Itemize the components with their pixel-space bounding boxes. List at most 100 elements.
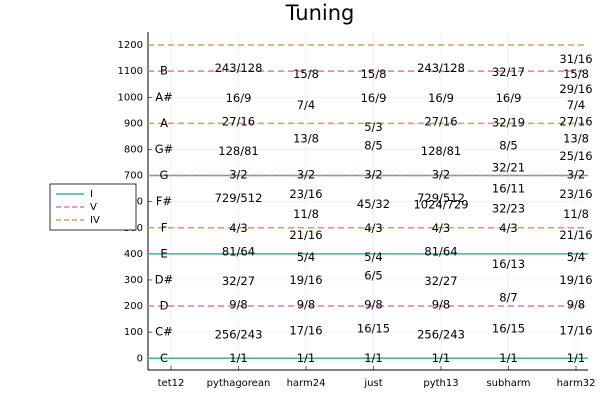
ratio-label: 16/9 <box>428 91 454 105</box>
ratio-label: 27/16 <box>424 114 457 128</box>
ratio-label: F <box>161 220 168 234</box>
ratio-label: 15/8 <box>563 67 589 81</box>
legend-label: V <box>90 202 97 213</box>
ratio-label: 81/64 <box>424 244 457 258</box>
ratio-label: 128/81 <box>218 144 258 158</box>
ratio-label: 32/27 <box>222 274 255 288</box>
ratio-label: 7/4 <box>567 98 586 112</box>
ratio-label: 32/21 <box>492 160 525 174</box>
y-tick-label: 100 <box>124 327 143 338</box>
ratio-label: 16/13 <box>492 257 525 271</box>
ratio-label: 32/23 <box>492 202 525 216</box>
ratio-label: 32/19 <box>492 115 525 129</box>
ratio-label: 3/2 <box>567 168 586 182</box>
x-tick-label: harm32 <box>557 378 596 389</box>
ratio-label: 9/8 <box>432 298 451 312</box>
ratio-label: 3/2 <box>229 168 248 182</box>
ratio-label: 29/16 <box>559 82 592 96</box>
ratio-label: D# <box>155 272 174 286</box>
ratio-label: 7/4 <box>297 98 316 112</box>
ratio-label: 1/1 <box>297 351 316 365</box>
ratio-label: 15/8 <box>361 67 387 81</box>
ratio-label: 9/8 <box>567 298 586 312</box>
ratio-label: 27/16 <box>559 114 592 128</box>
y-tick-label: 200 <box>124 301 143 312</box>
ratio-label: 5/4 <box>364 250 383 264</box>
ratio-label: 15/8 <box>293 67 319 81</box>
ratio-label: 1/1 <box>229 351 248 365</box>
ratio-label: 17/16 <box>289 323 322 337</box>
y-tick-label: 1000 <box>118 92 143 103</box>
ratio-label: 19/16 <box>559 273 592 287</box>
ratio-label: 1/1 <box>499 351 518 365</box>
legend-label: IV <box>90 215 100 226</box>
ratio-label: 81/64 <box>222 244 255 258</box>
ratio-label: 21/16 <box>559 228 592 242</box>
ratio-label: 45/32 <box>357 197 390 211</box>
ratio-label: 23/16 <box>559 187 592 201</box>
ratio-label: 9/8 <box>364 298 383 312</box>
ratio-label: 11/8 <box>293 207 319 221</box>
ratio-label: E <box>160 246 167 260</box>
ratio-label: 8/7 <box>499 290 518 304</box>
ratio-label: 1/1 <box>364 351 383 365</box>
ratio-label: 19/16 <box>289 273 322 287</box>
ratio-label: 16/11 <box>492 181 525 195</box>
x-tick-label: subharm <box>486 378 530 389</box>
ratio-label: C <box>160 351 168 365</box>
ratio-label: 243/128 <box>417 61 465 75</box>
x-tick-label: tet12 <box>158 378 185 389</box>
y-tick-label: 300 <box>124 275 143 286</box>
ratio-label: 17/16 <box>559 323 592 337</box>
ratio-label: 4/3 <box>364 221 383 235</box>
ratio-label: 9/8 <box>229 298 248 312</box>
y-tick-label: 0 <box>137 353 143 364</box>
ratio-label: C# <box>155 325 173 339</box>
y-tick-label: 800 <box>124 144 143 155</box>
y-tick-label: 1100 <box>118 66 143 77</box>
ratio-label: 3/2 <box>432 168 451 182</box>
ratio-label: F# <box>156 194 172 208</box>
ratio-label: 23/16 <box>289 187 322 201</box>
x-tick-label: harm24 <box>287 378 326 389</box>
x-tick-label: pythagorean <box>207 378 271 389</box>
y-tick-label: 700 <box>124 171 143 182</box>
ratio-label: 13/8 <box>563 131 589 145</box>
ratio-label: 16/15 <box>357 322 390 336</box>
ratio-label: 16/9 <box>496 91 522 105</box>
ratio-label: G <box>160 168 169 182</box>
ratio-label: 31/16 <box>559 52 592 66</box>
ratio-label: 13/8 <box>293 131 319 145</box>
ratio-label: 256/243 <box>215 327 263 341</box>
ratio-label: D <box>160 299 169 313</box>
ratio-label: 27/16 <box>222 114 255 128</box>
ratio-label: 16/9 <box>226 91 252 105</box>
y-tick-label: 1200 <box>118 40 143 51</box>
ratio-label: 3/2 <box>364 168 383 182</box>
ratio-label: 4/3 <box>229 221 248 235</box>
ratio-label: A <box>160 116 168 130</box>
ratio-label: 9/8 <box>297 298 316 312</box>
chart-title: Tuning <box>285 1 355 25</box>
ratio-label: 11/8 <box>563 207 589 221</box>
ratio-label: 1024/729 <box>413 197 468 211</box>
ratio-label: 6/5 <box>364 268 383 282</box>
legend-label: I <box>90 189 93 200</box>
ratio-label: 1/1 <box>567 351 586 365</box>
ratio-label: 4/3 <box>499 221 518 235</box>
x-tick-label: just <box>363 378 382 389</box>
ratio-label: 1/1 <box>432 351 451 365</box>
ratio-label: 16/15 <box>492 322 525 336</box>
y-tick-label: 400 <box>124 249 143 260</box>
ratio-label: 729/512 <box>417 191 465 205</box>
ratio-label: 256/243 <box>417 327 465 341</box>
ratio-label: 32/17 <box>492 65 525 79</box>
ratio-label: 128/81 <box>421 144 461 158</box>
ratio-label: 243/128 <box>215 61 263 75</box>
ratio-label: 3/2 <box>297 168 316 182</box>
ratio-label: 5/3 <box>364 120 383 134</box>
ratio-label: 8/5 <box>499 138 518 152</box>
ratio-label: 8/5 <box>364 138 383 152</box>
